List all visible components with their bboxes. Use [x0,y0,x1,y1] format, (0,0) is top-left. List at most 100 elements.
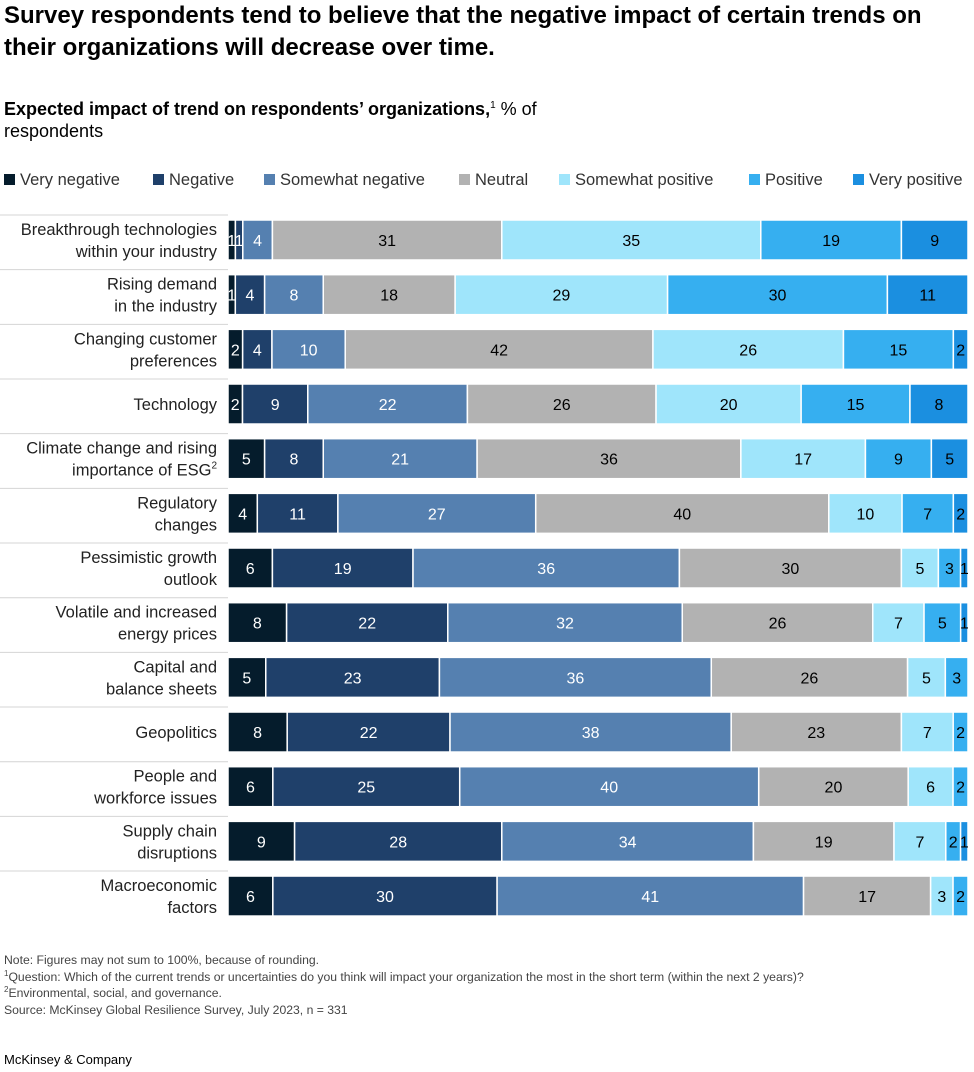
data-label-people-and-workforce-issues-somewhat-negative: 40 [600,780,618,797]
bar-segment-changing-customer-preferences-neutral [344,328,654,371]
bar-segment-technology-very-positive [909,383,969,425]
category-label-line: balance sheets [106,680,217,698]
category-label-supply-chain-disruptions: Supply chain disruptions [123,822,217,862]
data-label-regulatory-changes-very-positive: 2 [956,506,965,523]
footnotes: Note: Figures may not sum to 100%, becau… [4,952,964,1018]
data-label-people-and-workforce-issues-positive: 2 [956,780,965,797]
bar-segment-supply-chain-disruptions-neutral [752,820,895,863]
data-label-macroeconomic-factors-neutral: 17 [858,889,876,906]
data-label-rising-demand-in-the-industry-very-positive: 11 [919,288,936,305]
data-label-volatile-and-increased-energy-prices-somewhat-negative: 32 [556,616,574,633]
bar-segment-supply-chain-disruptions-very-negative [227,820,296,863]
data-label-people-and-workforce-issues-negative: 25 [357,780,375,797]
data-label-regulatory-changes-positive: 7 [923,506,932,523]
category-label-line: energy prices [118,626,217,644]
bar-segment-volatile-and-increased-energy-prices-positive [923,601,962,644]
bar-segment-geopolitics-somewhat-negative [449,711,732,753]
category-label-line: preferences [130,352,217,370]
bar-segment-macroeconomic-factors-positive [952,875,969,917]
data-label-climate-change-and-rising-importance-of-esg-somewhat-negative: 21 [391,452,409,469]
bar-segment-changing-customer-preferences-positive [842,328,955,371]
legend-item-positive: Positive [749,170,823,190]
data-label-supply-chain-disruptions-negative: 28 [389,834,407,851]
category-footnote-marker: 2 [211,461,217,472]
footnote-1-text: Question: Which of the current trends or… [8,969,804,984]
bar-segment-regulatory-changes-negative [256,492,339,535]
footnote-2-text: Environmental, social, and governance. [8,986,222,1000]
data-label-breakthrough-technologies-within-your-industry-somewhat-positive: 35 [622,233,640,250]
category-label-line: factors [167,899,217,917]
data-label-macroeconomic-factors-positive: 2 [956,889,965,906]
category-label-rising-demand-in-the-industry: Rising demand in the industry [107,276,218,316]
data-label-capital-and-balance-sheets-somewhat-positive: 5 [922,670,931,687]
bar-segment-people-and-workforce-issues-negative [272,765,461,808]
bar-segment-changing-customer-preferences-negative [241,328,273,371]
bar-segment-pessimistic-growth-outlook-somewhat-positive [900,547,940,589]
data-label-regulatory-changes-very-negative: 4 [238,506,247,523]
data-label-changing-customer-preferences-positive: 15 [890,342,908,359]
data-label-rising-demand-in-the-industry-somewhat-positive: 29 [552,288,570,305]
data-label-climate-change-and-rising-importance-of-esg-positive: 9 [894,452,903,469]
category-label-pessimistic-growth-outlook: Pessimistic growth outlook [80,549,217,589]
category-label-line: Changing customer [74,330,218,348]
bar-segment-macroeconomic-factors-somewhat-negative [496,875,805,917]
category-label-line: Climate change and rising [26,440,217,458]
legend-label-somewhat-positive: Somewhat positive [575,171,714,189]
bar-segment-volatile-and-increased-energy-prices-negative [285,601,449,644]
data-label-supply-chain-disruptions-very-positive: 1 [960,834,969,851]
bar-segment-macroeconomic-factors-very-negative [227,875,274,917]
legend-label-very-negative: Very negative [20,171,120,189]
data-label-volatile-and-increased-energy-prices-very-positive: 1 [960,616,969,633]
category-label-line: Supply chain [123,822,217,840]
legend-swatch-negative [153,174,164,185]
bar-segment-supply-chain-disruptions-somewhat-negative [501,820,755,863]
bar-segment-volatile-and-increased-energy-prices-very-positive [959,601,969,644]
data-label-supply-chain-disruptions-positive: 2 [949,834,958,851]
footnote-1-marker: 1 [4,968,9,978]
legend-item-somewhat-positive: Somewhat positive [559,170,714,190]
legend-swatch-neutral [459,174,470,185]
bar-segment-technology-somewhat-negative [307,383,469,425]
category-label-capital-and-balance-sheets: Capital and balance sheets [106,658,217,698]
bar-segment-capital-and-balance-sheets-somewhat-positive [906,656,947,699]
data-label-rising-demand-in-the-industry-positive: 30 [769,288,787,305]
bar-segment-breakthrough-technologies-within-your-industry-very-positive [900,219,969,261]
chart-legend: Very negative Negative Somewhat negative… [4,170,972,190]
category-label-line: Regulatory [137,494,218,512]
data-label-geopolitics-positive: 2 [956,725,965,742]
bar-segment-rising-demand-in-the-industry-neutral [322,273,456,316]
data-label-macroeconomic-factors-very-negative: 6 [246,889,255,906]
data-label-pessimistic-growth-outlook-positive: 3 [945,561,954,578]
data-label-climate-change-and-rising-importance-of-esg-very-positive: 5 [945,452,954,469]
bar-segment-rising-demand-in-the-industry-negative [234,273,266,316]
category-label-line: Geopolitics [135,724,217,742]
bar-segment-volatile-and-increased-energy-prices-very-negative [227,601,288,644]
footnote-source: Source: McKinsey Global Resilience Surve… [4,1002,348,1017]
footnote-1: 1Question: Which of the current trends o… [4,969,964,986]
bar-segment-geopolitics-neutral [730,711,903,753]
data-label-geopolitics-neutral: 23 [807,725,825,742]
bar-segment-climate-change-and-rising-importance-of-esg-very-negative [227,437,266,480]
data-label-changing-customer-preferences-neutral: 42 [490,342,508,359]
legend-swatch-positive [749,174,760,185]
footnote-note: Note: Figures may not sum to 100%, becau… [4,953,320,967]
category-label-climate-change-and-rising-importance-of-esg: Climate change and rising importance of E… [26,440,217,480]
data-label-technology-neutral: 26 [553,397,571,414]
category-label-geopolitics: Geopolitics [135,724,217,742]
data-label-breakthrough-technologies-within-your-industry-very-negative: 1 [227,233,236,250]
data-label-pessimistic-growth-outlook-very-positive: 1 [960,561,969,578]
legend-item-very-positive: Very positive [853,170,963,190]
bar-segment-regulatory-changes-positive [901,492,955,535]
legend-label-somewhat-negative: Somewhat negative [280,171,425,189]
data-label-rising-demand-in-the-industry-neutral: 18 [380,288,398,305]
category-label-macroeconomic-factors: Macroeconomic factors [101,877,217,917]
data-label-volatile-and-increased-energy-prices-somewhat-positive: 7 [894,616,903,633]
data-label-regulatory-changes-negative: 11 [289,506,306,523]
subtitle-unit: % of respondents [4,99,537,141]
legend-label-negative: Negative [169,171,235,189]
category-label-people-and-workforce-issues: People and workforce issues [93,768,217,808]
bar-segment-volatile-and-increased-energy-prices-somewhat-negative [447,601,684,644]
category-label-line: importance of ESG [72,462,211,480]
bar-segment-capital-and-balance-sheets-neutral [710,656,909,699]
legend-item-neutral: Neutral [459,170,528,190]
